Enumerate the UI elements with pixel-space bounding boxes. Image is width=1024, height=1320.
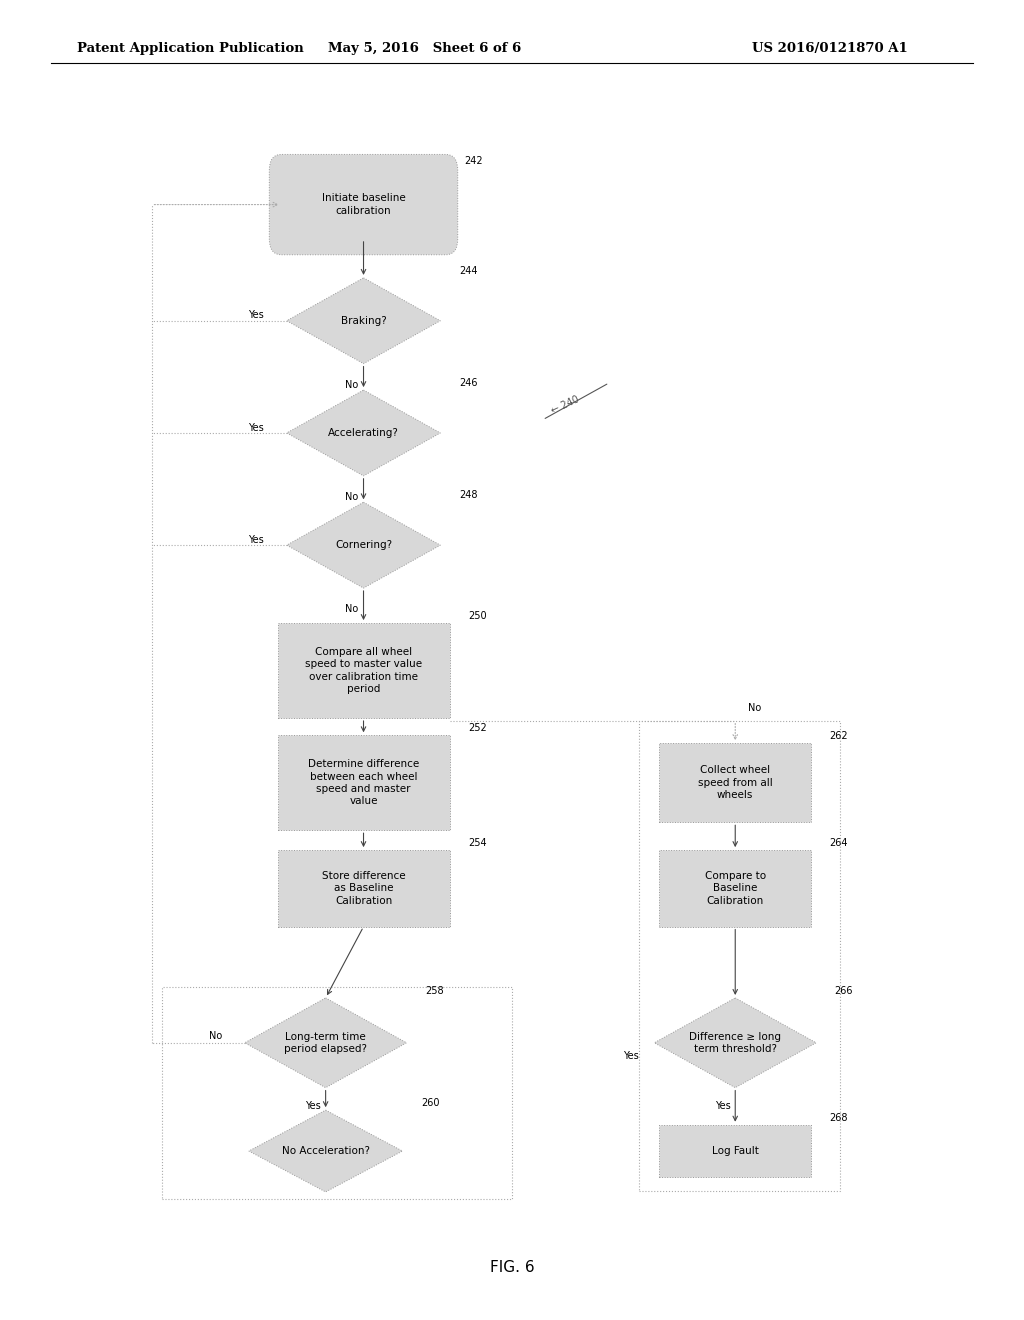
Text: Long-term time
period elapsed?: Long-term time period elapsed? [284, 1032, 368, 1053]
Text: 266: 266 [835, 986, 853, 997]
Polygon shape [245, 998, 407, 1088]
Text: 260: 260 [421, 1098, 439, 1109]
Text: 252: 252 [468, 723, 486, 734]
Text: Accelerating?: Accelerating? [328, 428, 399, 438]
Text: No: No [345, 491, 357, 502]
Text: No: No [748, 702, 761, 713]
Text: Determine difference
between each wheel
speed and master
value: Determine difference between each wheel … [308, 759, 419, 807]
FancyBboxPatch shape [659, 743, 811, 822]
Text: Store difference
as Baseline
Calibration: Store difference as Baseline Calibration [322, 871, 406, 906]
FancyBboxPatch shape [269, 154, 458, 255]
Text: 262: 262 [829, 731, 848, 742]
Text: ← 240: ← 240 [550, 395, 581, 416]
Text: Log Fault: Log Fault [712, 1146, 759, 1156]
Text: US 2016/0121870 A1: US 2016/0121870 A1 [752, 42, 907, 55]
Polygon shape [287, 391, 440, 475]
Polygon shape [287, 503, 440, 589]
Text: Initiate baseline
calibration: Initiate baseline calibration [322, 194, 406, 215]
Text: Collect wheel
speed from all
wheels: Collect wheel speed from all wheels [698, 766, 772, 800]
Text: Cornering?: Cornering? [335, 540, 392, 550]
Text: Yes: Yes [249, 422, 264, 433]
Text: 254: 254 [468, 838, 486, 849]
Text: Yes: Yes [305, 1101, 322, 1111]
FancyBboxPatch shape [278, 850, 450, 927]
Text: Yes: Yes [249, 535, 264, 545]
Text: Yes: Yes [715, 1101, 731, 1111]
Text: 258: 258 [425, 986, 443, 997]
Text: Patent Application Publication: Patent Application Publication [77, 42, 303, 55]
FancyBboxPatch shape [659, 850, 811, 927]
Text: 244: 244 [459, 265, 477, 276]
FancyBboxPatch shape [278, 623, 450, 718]
Text: Compare to
Baseline
Calibration: Compare to Baseline Calibration [705, 871, 766, 906]
Text: Yes: Yes [624, 1051, 639, 1061]
Polygon shape [249, 1110, 402, 1192]
Text: No: No [209, 1031, 222, 1041]
FancyBboxPatch shape [278, 735, 450, 830]
Text: 264: 264 [829, 838, 848, 849]
Text: 250: 250 [468, 611, 486, 622]
FancyBboxPatch shape [659, 1125, 811, 1177]
Polygon shape [654, 998, 816, 1088]
Polygon shape [287, 279, 440, 363]
Text: 248: 248 [459, 490, 477, 500]
Text: Yes: Yes [249, 310, 264, 321]
Text: FIG. 6: FIG. 6 [489, 1259, 535, 1275]
Text: No Acceleration?: No Acceleration? [282, 1146, 370, 1156]
Text: May 5, 2016   Sheet 6 of 6: May 5, 2016 Sheet 6 of 6 [329, 42, 521, 55]
Text: Compare all wheel
speed to master value
over calibration time
period: Compare all wheel speed to master value … [305, 647, 422, 694]
Text: No: No [345, 380, 357, 389]
Text: 242: 242 [464, 156, 482, 166]
Text: Braking?: Braking? [341, 315, 386, 326]
Text: Difference ≥ long
term threshold?: Difference ≥ long term threshold? [689, 1032, 781, 1053]
Text: 246: 246 [459, 378, 477, 388]
Text: No: No [345, 605, 357, 614]
Text: 268: 268 [829, 1113, 848, 1123]
